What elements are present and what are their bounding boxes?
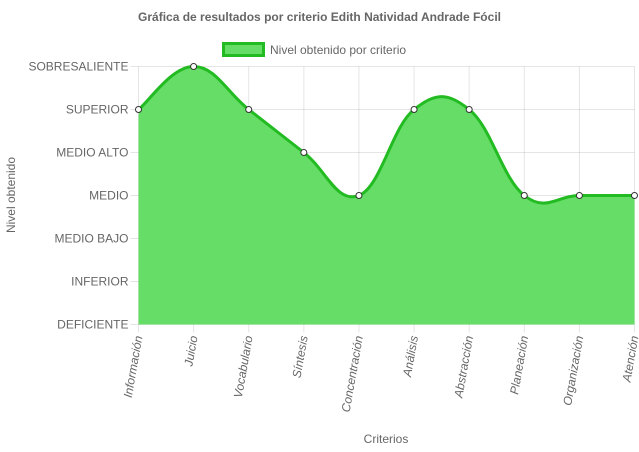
data-point[interactable] <box>465 106 473 113</box>
x-tick-label: Organización <box>560 334 586 406</box>
legend[interactable]: Nivel obtenido por criterio <box>222 42 407 57</box>
legend-label: Nivel obtenido por criterio <box>270 43 406 57</box>
data-point[interactable] <box>631 192 638 199</box>
x-tick-label: Análisis <box>400 335 421 379</box>
data-point[interactable] <box>520 192 528 199</box>
y-tick-label: INFERIOR <box>71 275 129 289</box>
x-tick-label: Planeación <box>507 334 531 395</box>
y-tick-label: MEDIO BAJO <box>54 232 128 246</box>
y-tick-label: MEDIO <box>89 189 128 203</box>
y-tick-label: MEDIO ALTO <box>56 146 128 160</box>
x-tick-label: Abstracción <box>451 334 476 399</box>
series-area <box>137 64 635 325</box>
y-tick-label: SOBRESALIENTE <box>28 60 128 74</box>
x-tick-label: Información <box>121 334 146 398</box>
legend-swatch <box>222 42 265 57</box>
x-tick-label: Síntesis <box>290 335 311 379</box>
data-point[interactable] <box>410 106 418 113</box>
x-axis-label: Criterios <box>364 432 409 446</box>
data-points <box>135 63 638 199</box>
data-point[interactable] <box>575 192 583 199</box>
data-point[interactable] <box>245 106 253 113</box>
x-tick-label: Vocabulario <box>231 334 256 399</box>
x-tick-label: Atención <box>619 334 639 384</box>
series-area-fill <box>138 66 635 325</box>
y-axis-label: Nivel obtenido <box>4 157 18 233</box>
x-tick-label: Concentración <box>339 334 366 413</box>
data-point[interactable] <box>300 149 308 156</box>
y-tick-label: SUPERIOR <box>66 103 129 117</box>
data-point[interactable] <box>135 106 142 113</box>
data-point[interactable] <box>190 63 198 70</box>
data-point[interactable] <box>355 192 363 199</box>
series-line <box>137 64 635 205</box>
x-tick-label: Juicio <box>181 334 200 368</box>
chart-title: Gráfica de resultados por criterio Edith… <box>138 10 501 24</box>
y-tick-label: DEFICIENTE <box>57 318 128 332</box>
